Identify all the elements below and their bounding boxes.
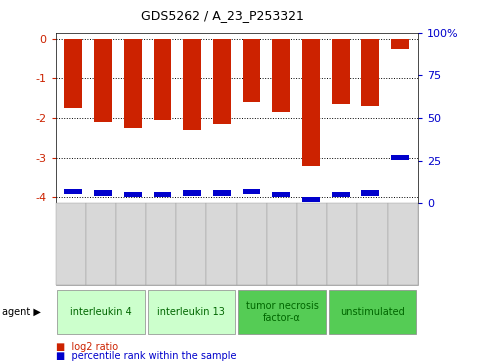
Bar bbox=[242, 38, 260, 102]
Bar bbox=[391, 38, 409, 49]
Bar bbox=[361, 191, 379, 196]
Bar bbox=[361, 38, 379, 106]
Text: interleukin 13: interleukin 13 bbox=[157, 307, 226, 317]
Bar bbox=[213, 38, 231, 124]
Bar bbox=[302, 38, 320, 166]
Bar bbox=[213, 191, 231, 196]
Bar bbox=[302, 197, 320, 203]
Text: GDS5262 / A_23_P253321: GDS5262 / A_23_P253321 bbox=[141, 9, 304, 22]
Text: unstimulated: unstimulated bbox=[340, 307, 405, 317]
Bar bbox=[154, 192, 171, 197]
Bar bbox=[154, 38, 171, 120]
Text: tumor necrosis
factor-α: tumor necrosis factor-α bbox=[245, 301, 318, 323]
Bar bbox=[94, 191, 112, 196]
Bar bbox=[94, 38, 112, 122]
Text: ■  log2 ratio: ■ log2 ratio bbox=[56, 342, 118, 352]
Bar bbox=[332, 192, 350, 197]
Text: ■  percentile rank within the sample: ■ percentile rank within the sample bbox=[56, 351, 236, 362]
Text: interleukin 4: interleukin 4 bbox=[70, 307, 132, 317]
Bar bbox=[124, 192, 142, 197]
Bar bbox=[272, 192, 290, 197]
Bar bbox=[183, 191, 201, 196]
Bar bbox=[64, 38, 82, 108]
Bar bbox=[332, 38, 350, 104]
Bar bbox=[183, 38, 201, 130]
Text: agent ▶: agent ▶ bbox=[2, 307, 41, 317]
Bar bbox=[272, 38, 290, 112]
Bar bbox=[64, 189, 82, 194]
Bar bbox=[124, 38, 142, 128]
Bar bbox=[242, 189, 260, 194]
Bar bbox=[391, 155, 409, 160]
